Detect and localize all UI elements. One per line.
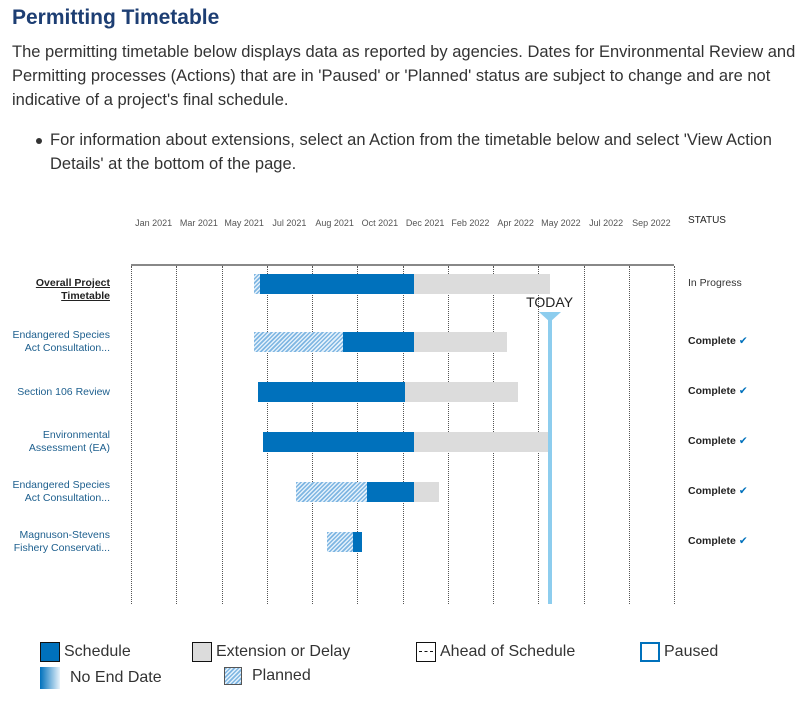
status-cell: Complete ✔ — [688, 485, 748, 497]
legend-label: No End Date — [70, 669, 162, 686]
overall-timetable-link[interactable]: Overall Project Timetable — [35, 277, 110, 302]
status-text: In Progress — [688, 277, 742, 289]
timeline-axis — [131, 264, 674, 266]
gridline — [628, 266, 630, 604]
today-label: TODAY — [526, 294, 574, 310]
bar-segment-schedule[interactable] — [263, 432, 415, 452]
x-tick-label: Aug 2021 — [315, 218, 354, 228]
bar-segment-planned[interactable] — [327, 532, 354, 552]
status-text: Complete — [688, 435, 736, 447]
x-tick-label: May 2021 — [224, 218, 264, 228]
bar-segment-schedule[interactable] — [343, 332, 415, 352]
schedule-swatch-icon — [40, 642, 60, 662]
legend-item-paused: Paused — [640, 642, 718, 662]
x-tick-label: Sep 2022 — [632, 218, 671, 228]
status-cell: Complete ✔ — [688, 435, 748, 447]
legend-label: Schedule — [64, 643, 131, 660]
gridline — [674, 266, 675, 604]
bar-segment-schedule[interactable] — [353, 532, 363, 552]
extensions-note-text: For information about extensions, select… — [50, 131, 772, 173]
extension-swatch-icon — [192, 642, 212, 662]
x-tick-label: Apr 2022 — [497, 218, 534, 228]
bar-segment-extension[interactable] — [414, 432, 550, 452]
x-tick-label: Oct 2021 — [361, 218, 399, 228]
bar-segment-planned[interactable] — [254, 274, 261, 294]
bar-segment-extension[interactable] — [405, 382, 519, 402]
status-text: Complete — [688, 535, 736, 547]
status-column-header: STATUS — [688, 215, 726, 226]
x-tick-label: Dec 2021 — [405, 218, 445, 228]
status-cell: Complete ✔ — [688, 535, 748, 547]
action-link[interactable]: Endangered Species Act Consultation... — [12, 478, 111, 504]
x-tick-label: Mar 2021 — [179, 218, 218, 228]
action-link[interactable]: Environmental Assessment (EA) — [28, 428, 110, 454]
bullet-icon — [36, 138, 42, 144]
extensions-note: For information about extensions, select… — [30, 128, 800, 176]
status-cell: Complete ✔ — [688, 335, 748, 347]
status-cell: In Progress — [688, 277, 742, 289]
checkmark-icon: ✔ — [738, 485, 748, 497]
checkmark-icon: ✔ — [738, 435, 748, 447]
legend-item-planned: Planned — [224, 667, 311, 685]
action-link[interactable]: Endangered Species Act Consultation... — [12, 328, 111, 354]
bar-segment-schedule[interactable] — [258, 382, 406, 402]
paused-swatch-icon — [640, 642, 660, 662]
legend: Schedule Extension or Delay Ahead of Sch… — [0, 638, 803, 698]
legend-label: Ahead of Schedule — [440, 643, 576, 660]
legend-item-ahead: Ahead of Schedule — [416, 642, 575, 662]
page-title: Permitting Timetable — [12, 6, 220, 29]
checkmark-icon: ✔ — [738, 535, 748, 547]
status-text: Complete — [688, 485, 736, 497]
legend-label: Extension or Delay — [216, 643, 351, 660]
legend-item-extension: Extension or Delay — [192, 642, 350, 662]
bar-segment-extension[interactable] — [414, 332, 507, 352]
legend-item-schedule: Schedule — [40, 642, 131, 662]
legend-label: Paused — [664, 643, 719, 660]
action-link[interactable]: Section 106 Review — [17, 385, 110, 398]
gridline — [131, 266, 132, 604]
legend-label: Planned — [252, 667, 311, 684]
no-end-date-swatch-icon — [40, 667, 60, 689]
planned-swatch-icon — [224, 667, 242, 685]
gridline — [176, 266, 178, 604]
x-tick-label: Jan 2021 — [135, 218, 173, 228]
x-tick-label: Feb 2022 — [451, 218, 490, 228]
bar-segment-planned[interactable] — [254, 332, 344, 352]
bar-segment-schedule[interactable] — [367, 482, 415, 502]
checkmark-icon: ✔ — [738, 385, 748, 397]
action-link[interactable]: Magnuson-Stevens Fishery Conservati... — [13, 528, 110, 554]
today-line — [547, 314, 552, 604]
status-cell: Complete ✔ — [688, 385, 748, 397]
gridline — [221, 266, 223, 604]
bar-segment-planned[interactable] — [296, 482, 368, 502]
gridline — [583, 266, 585, 604]
intro-paragraph: The permitting timetable below displays … — [12, 43, 796, 109]
x-tick-label: Jul 2021 — [272, 218, 307, 228]
x-tick-label: Jul 2022 — [589, 218, 624, 228]
bar-segment-extension[interactable] — [414, 482, 440, 502]
x-tick-label: May 2022 — [541, 218, 581, 228]
legend-item-noend: No End Date — [40, 667, 162, 689]
bar-segment-extension[interactable] — [414, 274, 550, 294]
status-text: Complete — [688, 385, 736, 397]
bar-segment-schedule[interactable] — [260, 274, 415, 294]
today-marker-icon — [538, 312, 561, 322]
permitting-timetable-chart: STATUS Jan 2021 Mar 2021 May 2021 Jul 2021 A… — [0, 200, 803, 620]
status-text: Complete — [688, 335, 736, 347]
ahead-swatch-icon — [416, 642, 436, 662]
checkmark-icon: ✔ — [738, 335, 748, 347]
